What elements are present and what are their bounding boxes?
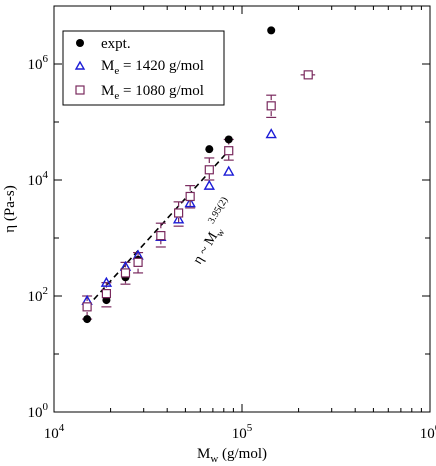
x-tick-label: 104	[44, 422, 65, 442]
y-tick-label: 102	[28, 285, 49, 305]
point-me1080	[303, 70, 313, 80]
point-expt	[205, 145, 214, 154]
data-points	[81, 26, 316, 324]
legend-marker-me1420	[74, 60, 86, 70]
point-expt	[224, 135, 233, 144]
x-axis-label: Mw (g/mol)	[197, 446, 267, 465]
fit-line	[86, 150, 230, 308]
legend-label-expt: expt.	[101, 36, 131, 52]
point-me1080	[133, 257, 143, 267]
y-tick-label: 100	[28, 401, 49, 421]
fit-line-group	[86, 150, 230, 308]
legend-label-me1080: Me = 1080 g/mol	[101, 83, 204, 102]
point-me1080	[185, 191, 195, 202]
point-me1420	[100, 276, 113, 287]
tick-labels: 104 105 106 100 102 104 106	[28, 53, 436, 442]
point-me1080	[204, 165, 214, 175]
point-me1080	[101, 288, 112, 299]
point-me1080	[224, 146, 234, 156]
legend-marker-me1080	[75, 85, 85, 95]
x-tick-label: 105	[232, 422, 253, 442]
y-axis-label: η (Pa-s)	[2, 185, 18, 232]
point-me1420	[203, 179, 215, 190]
major-ticks	[53, 5, 431, 413]
legend: expt. Me = 1420 g/mol Me = 1080 g/mol	[62, 30, 225, 106]
y-tick-label: 106	[28, 53, 49, 73]
legend-box	[62, 30, 225, 106]
point-me1080	[120, 268, 131, 278]
point-expt	[83, 315, 92, 324]
y-tick-label: 104	[28, 169, 49, 189]
point-me1420	[265, 128, 277, 139]
minor-ticks	[110, 6, 422, 412]
legend-marker-expt	[76, 39, 84, 47]
point-me1420	[184, 197, 196, 208]
point-me1080	[82, 302, 92, 312]
point-me1080	[156, 230, 166, 241]
point-expt	[267, 26, 276, 35]
point-me1080	[266, 101, 276, 111]
x-tick-label: 106	[420, 422, 436, 442]
legend-label-me1420: Me = 1420 g/mol	[101, 58, 204, 77]
point-me1420	[172, 213, 185, 224]
point-me1420	[223, 165, 235, 176]
point-me1080	[173, 208, 184, 218]
